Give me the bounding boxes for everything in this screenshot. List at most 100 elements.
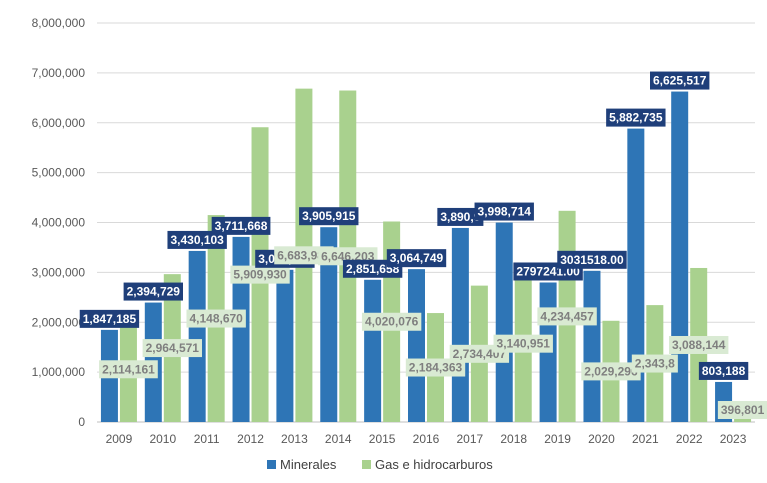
label-minerales: 3,430,103 [170,233,224,247]
x-tick-label: 2015 [369,432,396,446]
y-tick-label: 0 [78,415,85,429]
y-tick-label: 3,000,000 [32,265,86,279]
label-minerales: 3,711,668 [215,219,268,233]
legend-swatch-minerales [267,460,276,469]
label-minerales-box [557,250,627,269]
label-minerales-box [123,282,183,301]
label-gas: 4,234,457 [540,309,594,323]
label-minerales-box [211,216,271,235]
label-gas-box [537,307,597,326]
label-gas-box [99,360,158,379]
label-minerales-box [606,108,666,127]
label-gas-group: 4,020,076 [361,312,422,331]
label-minerales-box [299,207,359,226]
label-minerales: 1,847,185 [83,312,137,326]
bar-minerales [627,128,645,423]
x-tick-label: 2009 [106,432,133,446]
label-gas-group: 4,234,457 [537,307,597,326]
label-minerales-group: 803,188 [698,361,749,380]
bar-minerales [320,227,338,422]
label-minerales-box [650,71,710,90]
label-gas: 2,964,571 [146,341,200,355]
bar-minerales [495,222,513,422]
label-minerales: 3031518.00 [560,253,624,267]
label-gas-box [142,339,202,358]
label-minerales-group: 3,711,668 [211,216,271,235]
label-minerales-box [167,230,227,249]
x-tick-label: 2019 [544,432,571,446]
label-gas: 3,140,951 [497,337,551,351]
label-gas-box [361,312,422,331]
label-gas-box [405,358,466,377]
label-gas: 4,020,076 [365,315,419,329]
label-gas-box [186,309,246,328]
x-tick-label: 2014 [325,432,352,446]
label-minerales-group: 3,064,749 [386,249,447,268]
label-gas-group: 2,184,363 [405,358,466,377]
x-tick-label: 2016 [413,432,440,446]
label-minerales: 5,882,735 [609,111,663,125]
label-gas: 2,184,363 [409,361,463,375]
label-gas-group: 2,964,571 [142,339,202,358]
label-gas: 4,148,670 [189,312,243,326]
label-minerales: 3,064,749 [390,251,444,265]
label-minerales: 2,851,658 [346,262,400,276]
bar-minerales [451,227,469,422]
label-gas-box [230,265,290,284]
bar-minerales [188,250,206,422]
label-minerales-group: 3031518.00 [557,250,627,269]
label-gas-group: 2,114,161 [99,360,158,379]
legend: Minerales Gas e hidrocarburos [267,457,493,472]
label-gas-box [717,401,767,419]
data-labels: 1,847,185 2,114,161 2,394,729 2,964,571 3,43… [79,71,767,419]
y-tick-label: 1,000,000 [32,365,86,379]
label-gas-group: 2,734,407 [449,344,510,363]
y-tick-label: 7,000,000 [32,66,86,80]
label-gas-group: 3,140,951 [493,334,553,353]
label-gas-box [581,362,641,381]
label-gas-group: 3,088,144 [669,335,729,354]
label-gas: 6,683,984 [277,248,331,262]
label-gas: 2,734,407 [453,347,507,361]
label-gas-box [631,354,678,373]
bar-minerales [232,236,250,422]
label-minerales-box [474,202,534,221]
x-tick-label: 2017 [457,432,484,446]
y-tick-label: 4,000,000 [32,216,86,230]
x-tick-label: 2010 [149,432,176,446]
label-minerales-group: 6,625,517 [650,71,710,90]
x-tick-label: 2018 [500,432,527,446]
label-minerales: 803,188 [702,364,746,378]
label-gas-group: 5,909,930 [230,265,290,284]
y-tick-label: 8,000,000 [32,16,86,30]
label-minerales-group: 2,394,729 [123,282,183,301]
label-minerales-box [698,361,749,380]
x-tick-label: 2021 [632,432,659,446]
label-minerales: 2,394,729 [127,285,181,299]
label-gas: 396,801 [721,403,765,417]
label-minerales-group: 3,998,714 [474,202,534,221]
label-minerales-group: 3,890,9 [437,207,484,226]
label-minerales: 3,998,714 [478,205,532,219]
label-gas: 5,909,930 [233,268,287,282]
bar-minerales [276,269,294,422]
y-tick-label: 5,000,000 [32,166,86,180]
x-tick-label: 2013 [281,432,308,446]
label-minerales: 3,905,915 [302,209,356,223]
label-minerales-box [386,249,447,268]
label-gas-group: 2,029,296 [581,362,641,381]
x-tick-label: 2023 [720,432,747,446]
label-minerales-group: 1,847,185 [79,309,140,328]
legend-label-gas: Gas e hidrocarburos [375,457,493,472]
label-gas: 2,343,8 [635,357,675,371]
y-tick-label: 2,000,000 [32,315,86,329]
label-minerales-group: 3,430,103 [167,230,227,249]
x-tick-label: 2011 [194,432,220,446]
label-minerales-group: 5,882,735 [606,108,666,127]
label-gas: 2,029,296 [584,364,638,378]
label-gas-group: 4,148,670 [186,309,246,328]
label-gas-box [493,334,553,353]
label-minerales-box [437,207,484,226]
label-gas-box [669,335,729,354]
